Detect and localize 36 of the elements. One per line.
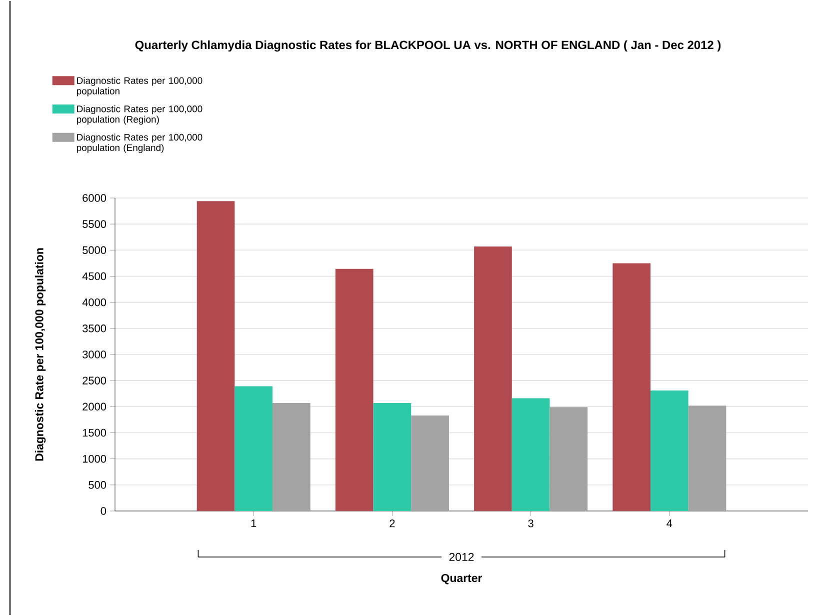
x-axis-title: Quarter: [441, 574, 482, 584]
y-tick-label: 4000: [82, 298, 106, 306]
legend-label: Diagnostic Rates per 100,000 population (Region): [76, 105, 202, 125]
y-tick-label: 3500: [82, 324, 106, 332]
bar: [512, 398, 550, 511]
y-tick-label: 500: [88, 481, 106, 489]
x-tick-label: 2: [390, 520, 395, 528]
bar: [612, 263, 650, 511]
bar: [650, 390, 688, 511]
y-tick-label: 0: [100, 507, 106, 515]
y-tick-label: 5500: [82, 220, 106, 228]
x-tick-label: 3: [528, 520, 534, 528]
legend-label: Diagnostic Rates per 100,000 population: [76, 76, 202, 96]
bar: [688, 406, 726, 511]
bar: [234, 386, 273, 511]
y-axis-title: Diagnostic Rate per 100,000 population: [34, 248, 46, 461]
legend-label: Diagnostic Rates per 100,000 population (England): [76, 134, 202, 153]
y-tick-label: 2500: [82, 376, 106, 384]
y-tick-label: 1500: [82, 428, 106, 437]
y-tick-label: 4500: [82, 272, 106, 280]
bar: [474, 246, 512, 511]
x-tick-label: 1: [251, 520, 256, 528]
y-tick-label: 6000: [82, 194, 106, 202]
y-tick-label: 5000: [82, 246, 106, 254]
x-tick-label: 4: [666, 520, 672, 528]
bar: [196, 201, 235, 511]
y-tick-label: 1000: [82, 454, 106, 463]
chart-title: Quarterly Chlamydia Diagnostic Rates for BLACKPOOL UA vs. NORTH OF ENGLAND ( Jan - Dec 2012 ): [135, 40, 721, 52]
bar: [373, 403, 412, 511]
bar: [272, 403, 310, 511]
bar: [411, 416, 449, 511]
bar: [550, 407, 588, 511]
y-tick-label: 2000: [82, 402, 106, 411]
text: 2012: [449, 552, 474, 562]
bar: [335, 268, 374, 511]
y-tick-label: 3000: [82, 350, 106, 358]
